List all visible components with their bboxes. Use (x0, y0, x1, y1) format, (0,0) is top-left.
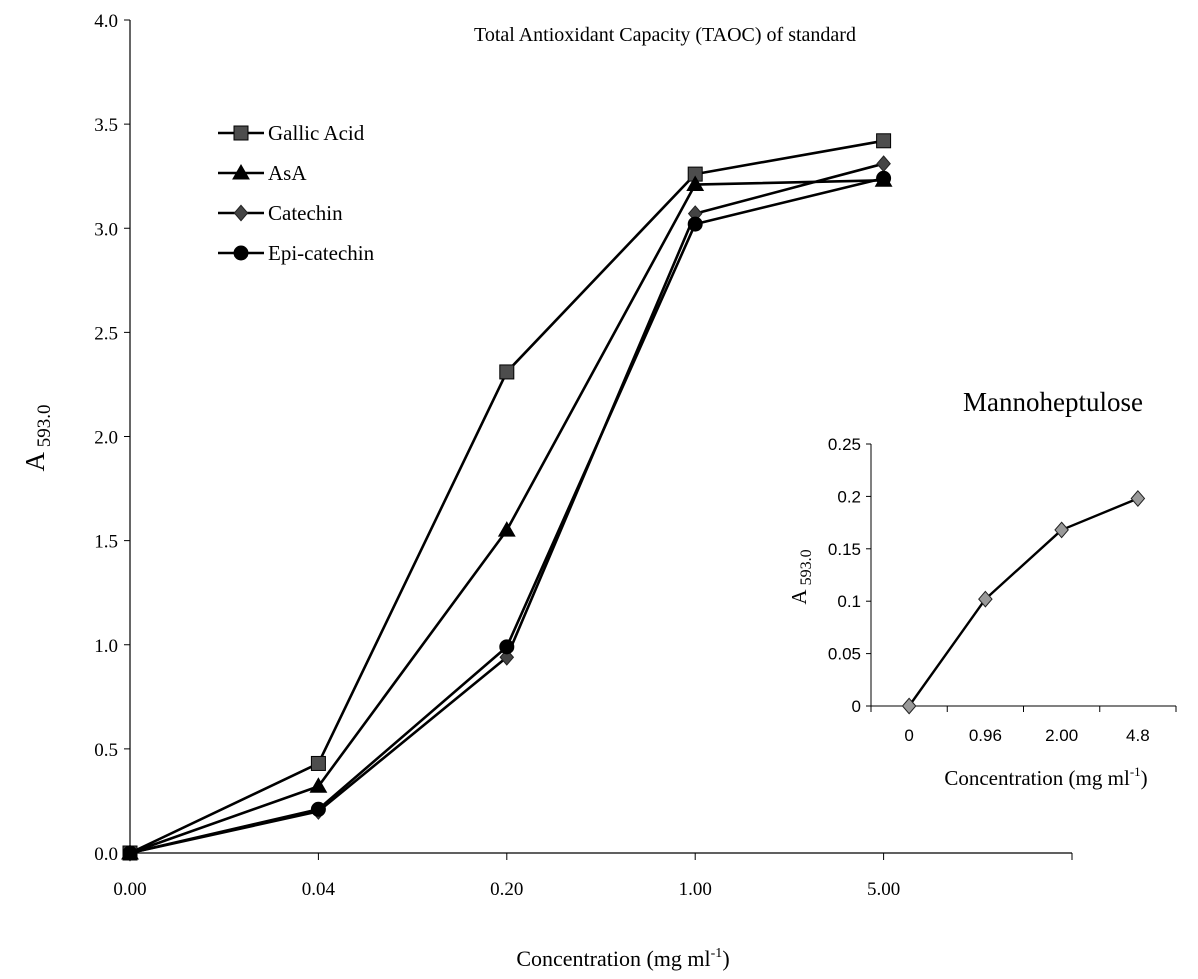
inset-data-point (1131, 491, 1144, 506)
data-point-catechin (877, 156, 890, 171)
inset-y-axis-label-text: A (787, 589, 811, 605)
legend-marker-catechin (234, 205, 247, 220)
y-tick-label: 3.0 (94, 219, 118, 240)
inset-x-tick-label: 2.00 (1045, 726, 1078, 745)
data-point-epi-catechin (123, 846, 137, 860)
data-point-gallic-acid (311, 756, 325, 770)
inset-x-tick-label: 0 (904, 726, 913, 745)
data-point-epi-catechin (877, 171, 891, 185)
y-tick-label: 4.0 (94, 11, 118, 32)
x-tick-label: 0.00 (113, 879, 146, 900)
inset-y-tick-label: 0.05 (828, 645, 861, 664)
inset-plot: 0 0.05 0.1 0.15 0.2 0.25 0 0.96 2.00 4.8 Mannohept… (787, 387, 1176, 790)
inset-x-tick-label: 0.96 (969, 726, 1002, 745)
legend-marker-gallic-acid (234, 126, 248, 140)
legend-label-catechin: Catechin (268, 201, 343, 225)
x-tick-label: 0.04 (302, 879, 336, 900)
inset-y-tick-label: 0.1 (837, 592, 861, 611)
inset-x-axis-label-sup: -1 (1130, 764, 1141, 779)
y-tick-label: 1.5 (94, 532, 118, 553)
y-tick-label: 2.5 (94, 323, 118, 344)
x-axis-label-text: Concentration (mg ml (516, 946, 710, 971)
x-axis-label: Concentration (mg ml-1) (516, 946, 729, 971)
data-point-epi-catechin (311, 802, 325, 816)
y-tick-label: 3.5 (94, 115, 118, 136)
legend-label-gallic-acid: Gallic Acid (268, 121, 365, 145)
x-tick-label: 1.00 (679, 879, 712, 900)
y-axis-label-text: A (20, 452, 50, 472)
chart-title: Total Antioxidant Capacity (TAOC) of sta… (474, 24, 856, 46)
inset-y-tick-label: 0.15 (828, 540, 861, 559)
inset-y-axis-label-sub: 593.0 (798, 549, 815, 589)
inset-series-line (909, 498, 1138, 706)
x-tick-label: 5.00 (867, 879, 900, 900)
series-line-asa (130, 180, 884, 853)
data-point-asa (499, 522, 515, 536)
data-point-gallic-acid (877, 134, 891, 148)
x-tick-label: 0.20 (490, 879, 523, 900)
inset-x-axis-label: Concentration (mg ml-1) (944, 764, 1147, 790)
y-tick-label: 1.0 (94, 636, 118, 657)
main-plot: 0.00.51.01.52.02.53.03.54.00.00 0.04 0.20 1… (20, 11, 1072, 971)
series-line-epi-catechin (130, 178, 884, 853)
x-axis-label-sup: -1 (711, 946, 723, 961)
inset-x-axis-label-close: ) (1141, 766, 1148, 790)
y-axis-label-sub: 593.0 (34, 405, 55, 453)
inset-y-axis-label: A 593.0 (787, 549, 815, 604)
y-tick-label: 2.0 (94, 428, 118, 449)
inset-y-tick-label: 0.25 (828, 435, 861, 454)
series-line-catechin (130, 164, 884, 853)
legend-label-asa: AsA (268, 161, 307, 185)
data-point-epi-catechin (688, 217, 702, 231)
inset-y-tick-label: 0 (852, 697, 861, 716)
inset-x-tick-label: 4.8 (1126, 726, 1150, 745)
legend-marker-epi-catechin (234, 246, 248, 260)
inset-y-tick-label: 0.2 (837, 487, 861, 506)
legend-label-epi-catechin: Epi-catechin (268, 241, 375, 265)
x-axis-label-close: ) (722, 946, 729, 971)
y-tick-label: 0.0 (94, 844, 118, 865)
inset-x-axis-label-text: Concentration (mg ml (944, 766, 1130, 790)
data-point-epi-catechin (500, 640, 514, 654)
y-axis-label: A 593.0 (20, 405, 55, 472)
y-tick-label: 0.5 (94, 740, 118, 761)
data-point-gallic-acid (500, 365, 514, 379)
inset-title: Mannoheptulose (963, 387, 1143, 417)
